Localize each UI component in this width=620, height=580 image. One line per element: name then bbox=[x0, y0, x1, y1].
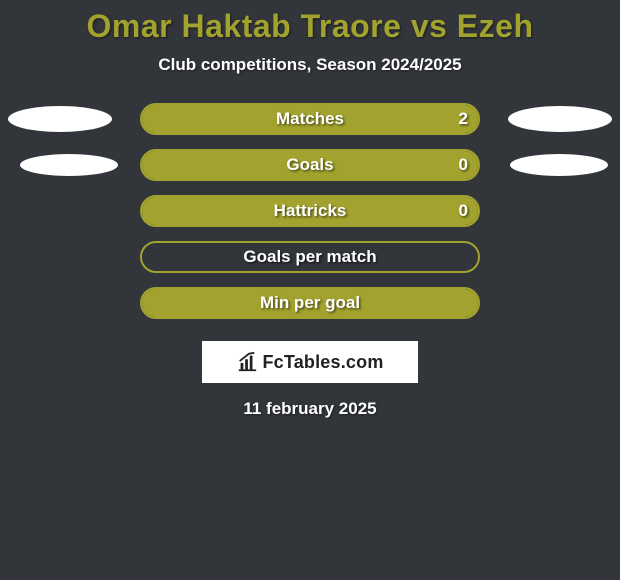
stat-bar-track bbox=[140, 241, 480, 273]
stat-row: Matches2 bbox=[0, 103, 620, 135]
stat-bar-fill bbox=[140, 197, 478, 225]
bar-chart-icon bbox=[236, 351, 258, 373]
stat-row: Hattricks0 bbox=[0, 195, 620, 227]
page-title: Omar Haktab Traore vs Ezeh bbox=[0, 8, 620, 45]
stat-bar-fill bbox=[140, 105, 478, 133]
stat-row: Goals0 bbox=[0, 149, 620, 181]
stat-bar-fill bbox=[140, 151, 478, 179]
logo-text: FcTables.com bbox=[262, 352, 383, 373]
stat-bar-fill bbox=[140, 289, 478, 317]
left-player-marker bbox=[8, 106, 112, 132]
stat-bar-track bbox=[140, 149, 480, 181]
logo-box: FcTables.com bbox=[202, 341, 418, 383]
generated-date: 11 february 2025 bbox=[0, 399, 620, 419]
page-subtitle: Club competitions, Season 2024/2025 bbox=[0, 55, 620, 75]
stat-row: Min per goal bbox=[0, 287, 620, 319]
stat-row: Goals per match bbox=[0, 241, 620, 273]
stat-bar-track bbox=[140, 103, 480, 135]
left-player-marker bbox=[20, 154, 118, 176]
stat-rows: Matches2 Goals0 Hattricks0 Goals per match M… bbox=[0, 103, 620, 319]
right-player-marker bbox=[508, 106, 612, 132]
comparison-infographic: Omar Haktab Traore vs Ezeh Club competit… bbox=[0, 0, 620, 419]
stat-bar-track bbox=[140, 195, 480, 227]
right-player-marker bbox=[510, 154, 608, 176]
stat-bar-track bbox=[140, 287, 480, 319]
